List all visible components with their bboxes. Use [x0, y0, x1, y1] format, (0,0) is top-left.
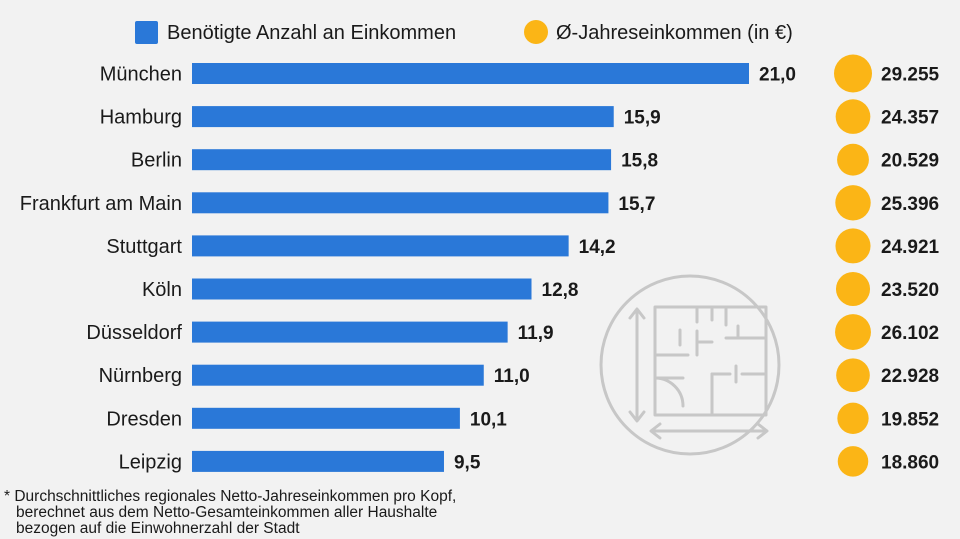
- category-label: Nürnberg: [99, 365, 182, 387]
- category-label: Köln: [142, 279, 182, 301]
- bar-value-label: 21,0: [759, 65, 796, 86]
- footnote-line-2: berechnet aus dem Netto-Gesamteinkommen …: [16, 504, 438, 521]
- category-label: Leipzig: [119, 451, 182, 473]
- bar-value-label: 14,2: [579, 237, 616, 258]
- bar: [192, 321, 508, 343]
- bar: [192, 106, 614, 128]
- category-label: Berlin: [131, 150, 182, 172]
- legend: Benötigte Anzahl an Einkommen Ø-Jahresei…: [135, 20, 793, 44]
- legend-circle-swatch: [524, 20, 548, 44]
- income-circle: [837, 446, 869, 477]
- income-circle: [835, 314, 871, 351]
- income-value-label: 20.529: [881, 151, 939, 172]
- income-value-label: 19.852: [881, 409, 939, 430]
- income-circle: [835, 99, 871, 134]
- bar-value-label: 12,8: [542, 280, 579, 301]
- legend-circle-label: Ø-Jahreseinkommen (in €): [556, 22, 793, 44]
- bar: [192, 364, 484, 386]
- income-circle: [837, 143, 869, 176]
- bar-value-label: 9,5: [454, 452, 481, 473]
- footnote-line-3: bezogen auf die Einwohnerzahl der Stadt: [16, 520, 300, 537]
- bar-value-label: 10,1: [470, 409, 507, 430]
- category-label: Dresden: [106, 408, 182, 430]
- bar-value-label: 15,9: [624, 108, 661, 129]
- bar: [192, 192, 609, 214]
- income-value-label: 24.357: [881, 108, 939, 129]
- bar: [192, 278, 532, 300]
- category-label: Düsseldorf: [86, 322, 182, 344]
- bar-value-label: 11,9: [518, 323, 554, 344]
- income-circle: [835, 185, 871, 221]
- category-label: Frankfurt am Main: [20, 193, 182, 215]
- footnote-line-1: * Durchschnittliches regionales Netto-Ja…: [4, 488, 457, 505]
- bar-value-label: 15,7: [618, 194, 655, 215]
- income-value-label: 25.396: [881, 194, 939, 215]
- footnote: * Durchschnittliches regionales Netto-Ja…: [4, 489, 624, 537]
- bar: [192, 450, 444, 472]
- income-circle: [834, 54, 872, 93]
- income-circle: [835, 271, 871, 307]
- income-value-label: 26.102: [881, 323, 939, 344]
- floor-plan-icon: [599, 274, 781, 456]
- chart: Benötigte Anzahl an Einkommen Ø-Jahresei…: [20, 20, 940, 477]
- legend-bar-swatch: [135, 21, 158, 44]
- income-value-label: 29.255: [881, 65, 940, 86]
- bar: [192, 149, 612, 171]
- legend-bar-label: Benötigte Anzahl an Einkommen: [167, 22, 456, 44]
- income-circle: [835, 228, 871, 264]
- bar-value-label: 15,8: [621, 151, 658, 172]
- bar: [192, 63, 749, 84]
- chart-rows: München 21,0 29.255 Hamburg 15,9 24.357 Berlin…: [20, 54, 940, 477]
- income-value-label: 22.928: [881, 366, 939, 387]
- income-circle: [836, 358, 870, 393]
- income-value-label: 23.520: [881, 280, 939, 301]
- category-label: Stuttgart: [106, 236, 182, 258]
- income-circle: [837, 402, 869, 434]
- income-value-label: 18.860: [881, 452, 939, 473]
- income-value-label: 24.921: [881, 237, 940, 258]
- bar: [192, 407, 460, 429]
- category-label: München: [100, 64, 182, 86]
- bar-value-label: 11,0: [494, 366, 530, 387]
- category-label: Hamburg: [100, 107, 182, 129]
- bar: [192, 235, 569, 257]
